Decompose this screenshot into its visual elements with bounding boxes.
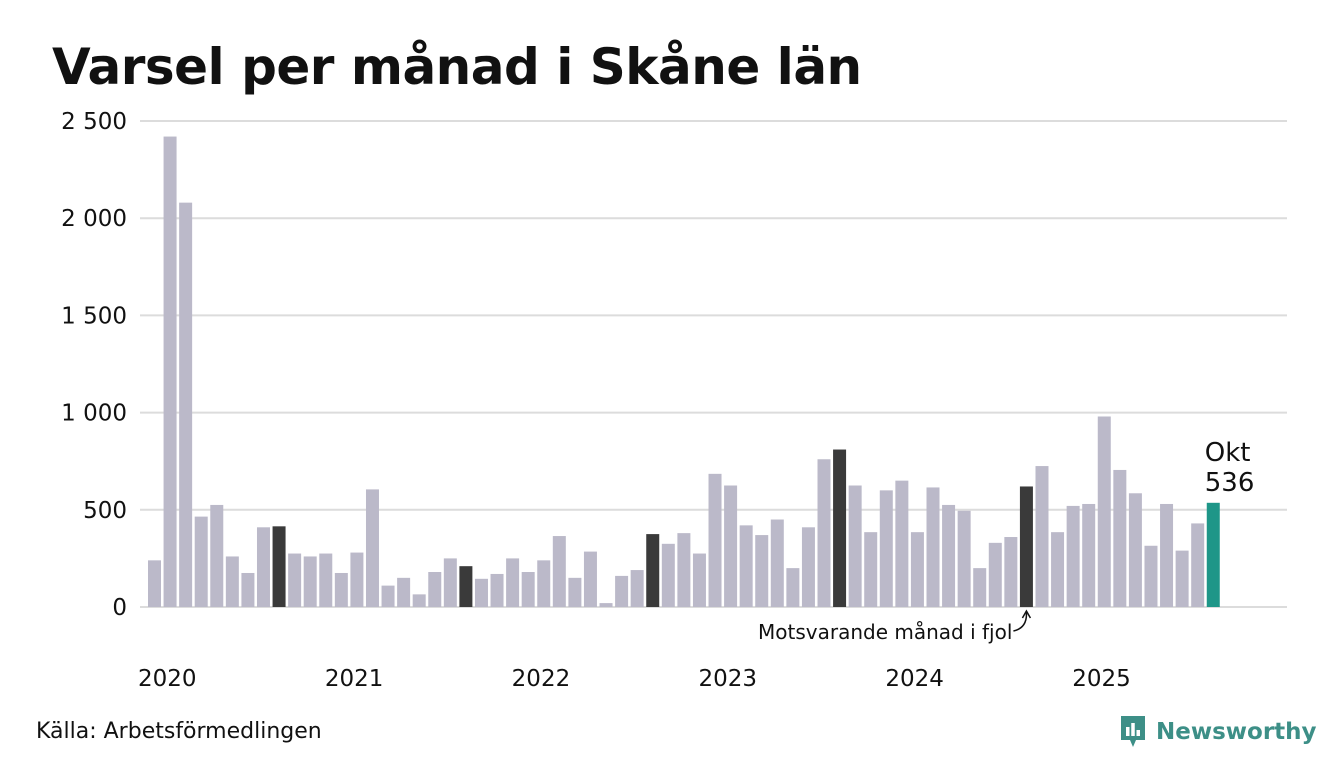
bar: [225, 556, 239, 607]
bar: [1113, 469, 1127, 607]
x-year-label: 2025: [1072, 666, 1131, 692]
bar: [428, 572, 442, 607]
bar: [490, 573, 504, 607]
bar: [926, 487, 940, 607]
bar: [397, 577, 411, 607]
bar: [599, 603, 613, 607]
bar: [256, 527, 270, 607]
brand-name: Newsworthy: [1156, 719, 1317, 745]
bar: [1128, 493, 1142, 607]
x-year-label: 2021: [325, 666, 384, 692]
bar: [801, 527, 815, 607]
bar-same-month: [272, 526, 286, 607]
bar: [988, 542, 1002, 607]
current-value-label: 536: [1205, 468, 1255, 498]
bar: [942, 504, 956, 607]
bar-same-month: [833, 449, 847, 607]
bar: [1144, 545, 1158, 607]
bar: [1051, 532, 1065, 607]
bars: [148, 136, 1220, 607]
bar: [506, 558, 520, 607]
bar: [1191, 523, 1205, 607]
bar: [1004, 537, 1018, 607]
bar: [615, 575, 629, 607]
annotation-arrow: [1013, 611, 1028, 632]
bar: [910, 532, 924, 607]
bar: [210, 504, 224, 607]
bar: [786, 568, 800, 607]
y-tick-label: 1 000: [61, 401, 127, 427]
bar: [1082, 503, 1096, 607]
bar: [957, 510, 971, 607]
bar: [895, 480, 909, 607]
source-label: Källa: Arbetsförmedlingen: [36, 719, 322, 744]
bar: [412, 594, 426, 607]
bar: [552, 536, 566, 607]
bar-same-month: [459, 566, 473, 607]
x-axis-year-labels: 2020 2021 2022 2023 2024 2025: [138, 666, 1131, 692]
bar: [474, 578, 488, 607]
bar: [303, 556, 317, 607]
newsworthy-logo-icon: [1121, 716, 1145, 747]
annotation-arrowhead: [1021, 609, 1032, 619]
bar-current-month: [1206, 502, 1220, 607]
bar: [1160, 503, 1174, 607]
bar: [724, 485, 738, 607]
y-tick-label: 1 500: [61, 303, 127, 329]
bar: [163, 136, 177, 607]
bar: [879, 490, 893, 607]
bar: [381, 585, 395, 607]
bar: [334, 572, 348, 607]
bar: [677, 533, 691, 607]
bar: [661, 543, 675, 607]
x-year-label: 2022: [512, 666, 571, 692]
bar: [755, 535, 769, 607]
bar: [817, 459, 831, 607]
bar: [583, 551, 597, 607]
y-tick-label: 500: [83, 498, 127, 524]
bar: [1035, 466, 1049, 607]
bar: [630, 570, 644, 607]
current-month-label: Okt: [1205, 438, 1251, 468]
bar: [692, 553, 706, 607]
bar: [350, 552, 364, 607]
brand-logo: Newsworthy: [1118, 712, 1317, 752]
bar: [148, 560, 161, 607]
bar: [864, 532, 878, 607]
y-tick-label: 2 000: [61, 206, 127, 232]
y-tick-label: 0: [112, 595, 127, 621]
bar: [1175, 550, 1189, 607]
bar: [1066, 505, 1080, 607]
bar: [179, 202, 193, 607]
bar: [568, 577, 582, 607]
y-tick-label: 2 500: [61, 109, 127, 135]
bar: [770, 519, 784, 607]
bar: [848, 485, 862, 607]
bar-same-month: [646, 534, 660, 607]
bar: [288, 553, 302, 607]
bar: [1097, 416, 1111, 607]
bar: [443, 558, 457, 607]
x-year-label: 2023: [699, 666, 758, 692]
bar: [739, 525, 753, 607]
bar-same-month: [1019, 486, 1033, 607]
bar: [365, 489, 379, 607]
bar: [708, 473, 722, 607]
bar: [194, 516, 208, 607]
bar: [521, 572, 535, 607]
y-axis-tick-labels: 0 500 1 000 1 500 2 000 2 500: [61, 109, 127, 621]
bar: [537, 560, 551, 607]
bar: [319, 553, 333, 607]
chart-title: Varsel per månad i Skåne län: [52, 38, 862, 96]
x-year-label: 2024: [885, 666, 944, 692]
bar: [241, 572, 255, 607]
bar: [973, 568, 987, 607]
x-year-label: 2020: [138, 666, 197, 692]
same-month-annotation: Motsvarande månad i fjol: [758, 620, 1012, 644]
